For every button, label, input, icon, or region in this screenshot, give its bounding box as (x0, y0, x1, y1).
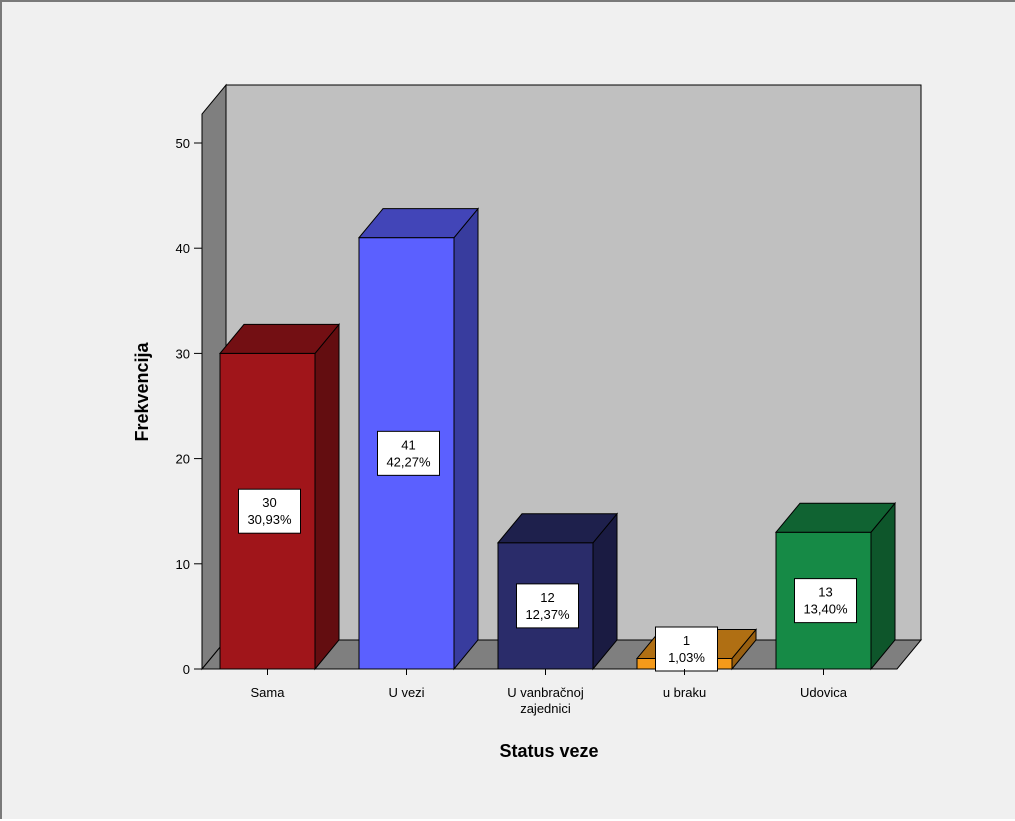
data-label-count: 30 (262, 495, 276, 510)
y-tick-label: 20 (176, 452, 190, 467)
data-label-percent: 13,40% (803, 602, 848, 617)
data-label-percent: 30,93% (247, 512, 292, 527)
bar-top (357, 208, 480, 239)
x-tick-label: zajednici (520, 701, 571, 716)
data-label-percent: 1,03% (668, 650, 705, 665)
bar-side (453, 207, 479, 671)
x-axis-title: Status veze (499, 741, 598, 761)
data-label-box (377, 430, 440, 476)
data-label-percent: 42,27% (386, 454, 431, 469)
y-tick-label: 50 (176, 136, 190, 151)
y-axis-title: Frekvencija (132, 341, 152, 441)
bar-top (774, 502, 897, 533)
data-label-count: 12 (540, 590, 554, 605)
y-tick-label: 30 (176, 346, 190, 361)
data-label-count: 13 (818, 585, 832, 600)
x-tick-label: Udovica (800, 685, 848, 700)
y-tick-label: 0 (183, 662, 190, 677)
data-label-box (794, 578, 857, 624)
x-tick-label: U vezi (388, 685, 424, 700)
bar-top (496, 513, 619, 544)
y-tick-label: 40 (176, 241, 190, 256)
data-label-count: 41 (401, 437, 415, 452)
x-tick-label: u braku (663, 685, 706, 700)
y-tick-label: 10 (176, 557, 190, 572)
x-tick-label: U vanbračnoj (507, 685, 584, 700)
x-tick-label: Sama (251, 685, 286, 700)
bar-top (218, 323, 341, 354)
data-label-box (516, 583, 579, 629)
data-label-box (238, 488, 301, 534)
bar-side (314, 323, 340, 671)
data-label-percent: 12,37% (525, 607, 570, 622)
data-label-box (655, 626, 718, 672)
data-label-count: 1 (683, 633, 690, 648)
